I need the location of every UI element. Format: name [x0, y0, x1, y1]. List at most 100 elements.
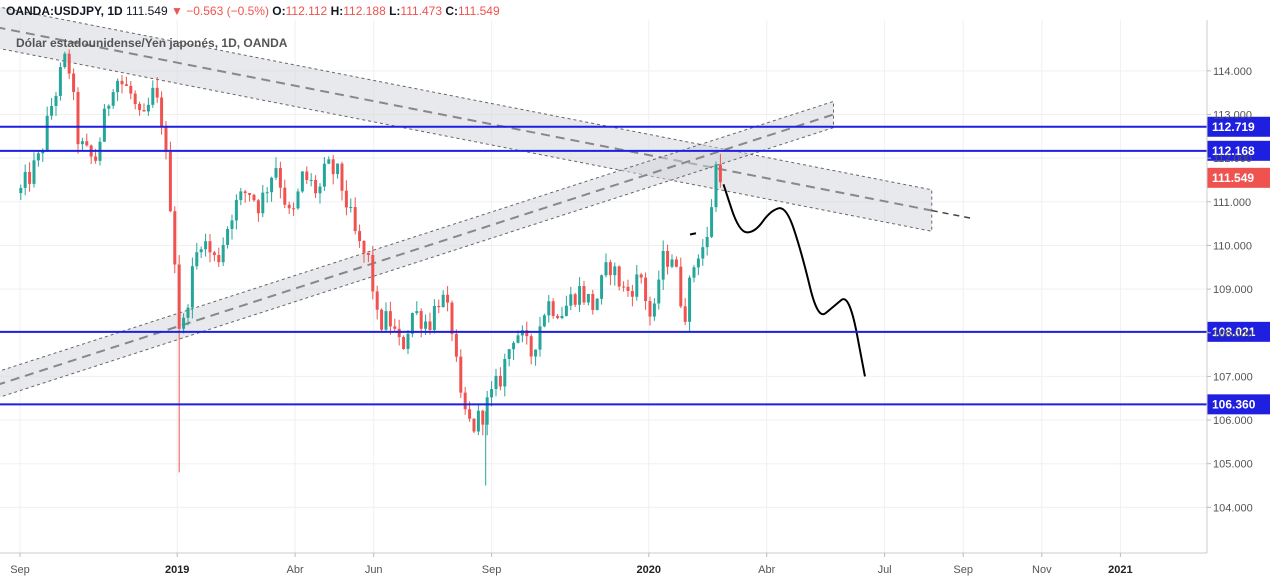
- candle-body: [696, 258, 700, 268]
- candle-body: [507, 349, 511, 360]
- candle-body: [683, 306, 687, 322]
- candle-body: [107, 105, 111, 109]
- candle-body: [243, 191, 247, 194]
- candle-body: [54, 95, 58, 106]
- candle-body: [604, 262, 608, 276]
- candle-body: [714, 164, 718, 208]
- candle-body: [481, 410, 485, 425]
- chart-subtitle: Dólar estadounidense/Yen japonés, 1D, OA…: [16, 36, 288, 50]
- candle-body: [402, 337, 406, 349]
- candle-body: [195, 252, 199, 267]
- y-tick-label: 111.000: [1213, 197, 1251, 209]
- candle-body: [450, 302, 454, 334]
- level-label: 112.168: [1212, 144, 1255, 158]
- grid: [0, 20, 1207, 553]
- candle-body: [19, 187, 23, 194]
- candle-body: [358, 231, 362, 242]
- candle-body: [463, 392, 467, 410]
- candle-body: [432, 305, 436, 330]
- candle-body: [45, 115, 49, 151]
- candle-body: [85, 141, 89, 146]
- y-tick-label: 105.000: [1213, 459, 1253, 471]
- candle-body: [164, 127, 168, 152]
- candle-body: [617, 266, 621, 287]
- x-tick-label: Jun: [365, 564, 383, 576]
- candle-body: [362, 241, 366, 253]
- candle-body: [639, 274, 643, 278]
- level-label-bg: [1207, 394, 1270, 415]
- candle-body: [626, 286, 630, 292]
- candle-body: [375, 291, 379, 310]
- candle-body: [116, 80, 120, 93]
- candle-body: [94, 156, 98, 161]
- candle-body: [41, 150, 45, 154]
- x-tick-label: Sep: [10, 564, 30, 576]
- candle-body: [551, 301, 555, 316]
- candle-body: [564, 305, 568, 316]
- high-value: 112.188: [343, 4, 386, 18]
- candle-body: [454, 333, 458, 357]
- y-tick-label: 113.000: [1213, 110, 1252, 122]
- open-value: 112.112: [285, 4, 328, 18]
- candle-body: [340, 163, 344, 191]
- candle-body: [318, 186, 322, 194]
- candle-body: [608, 262, 612, 276]
- candle-body: [80, 141, 84, 145]
- candle-body: [124, 84, 128, 86]
- candle-body: [168, 151, 172, 212]
- channel-midline-up: [0, 113, 834, 386]
- candle-body: [556, 315, 560, 319]
- candle-body: [270, 177, 274, 193]
- level-label-bg: [1207, 116, 1270, 137]
- candle-body: [657, 279, 661, 304]
- candle-body: [274, 168, 278, 178]
- candle-body: [300, 171, 304, 192]
- symbol-name: OANDA:USDJPY, 1D: [6, 4, 123, 18]
- close-label: C:: [445, 4, 459, 18]
- candle-body: [424, 321, 428, 329]
- candle-body: [133, 93, 137, 104]
- x-tick-label: Nov: [1032, 564, 1052, 576]
- projection-line: [722, 184, 866, 377]
- y-tick-label: 110.000: [1213, 240, 1252, 252]
- last-price-label: 111.549: [1212, 171, 1254, 185]
- price-axis: 104.000 105.000 106.000 107.000 108.000 109.0…: [1207, 66, 1253, 514]
- channel-extension: [931, 209, 972, 219]
- candle-body: [415, 311, 419, 314]
- candle-body: [688, 277, 692, 322]
- candle-body: [529, 336, 533, 357]
- candle-body: [239, 191, 243, 200]
- candle-body: [393, 326, 397, 329]
- candle-body: [344, 190, 348, 208]
- y-tick-label: 107.000: [1213, 371, 1253, 383]
- candle-body: [138, 103, 142, 111]
- candle-body: [538, 326, 542, 350]
- candle-body: [661, 250, 665, 280]
- y-tick-label: 108.000: [1213, 328, 1253, 340]
- candle-body: [366, 252, 370, 255]
- level-label: 112.719: [1212, 120, 1255, 134]
- y-tick-label: 112.000: [1213, 153, 1252, 165]
- candle-body: [305, 171, 309, 181]
- candle-body: [644, 277, 648, 302]
- time-axis: Sep 2019 Abr Jun Sep 2020 Abr Jul Sep Nov 2021: [10, 553, 1133, 576]
- candle-body: [679, 266, 683, 307]
- x-tick-label: 2019: [165, 564, 189, 576]
- candle-body: [437, 305, 441, 308]
- candle-body: [578, 286, 582, 305]
- candle-body: [155, 87, 159, 98]
- candle-body: [314, 179, 318, 194]
- candle-body: [50, 105, 54, 116]
- candle-body: [586, 293, 590, 303]
- x-tick-label: Abr: [758, 564, 775, 576]
- candle-body: [613, 266, 617, 276]
- candle-body: [670, 259, 674, 267]
- candle-body: [199, 249, 203, 253]
- candle-body: [542, 315, 546, 327]
- candle-body: [230, 220, 234, 229]
- candle-body: [525, 330, 529, 337]
- candle-body: [380, 309, 384, 330]
- candle-body: [468, 409, 472, 419]
- candle-body: [217, 255, 221, 263]
